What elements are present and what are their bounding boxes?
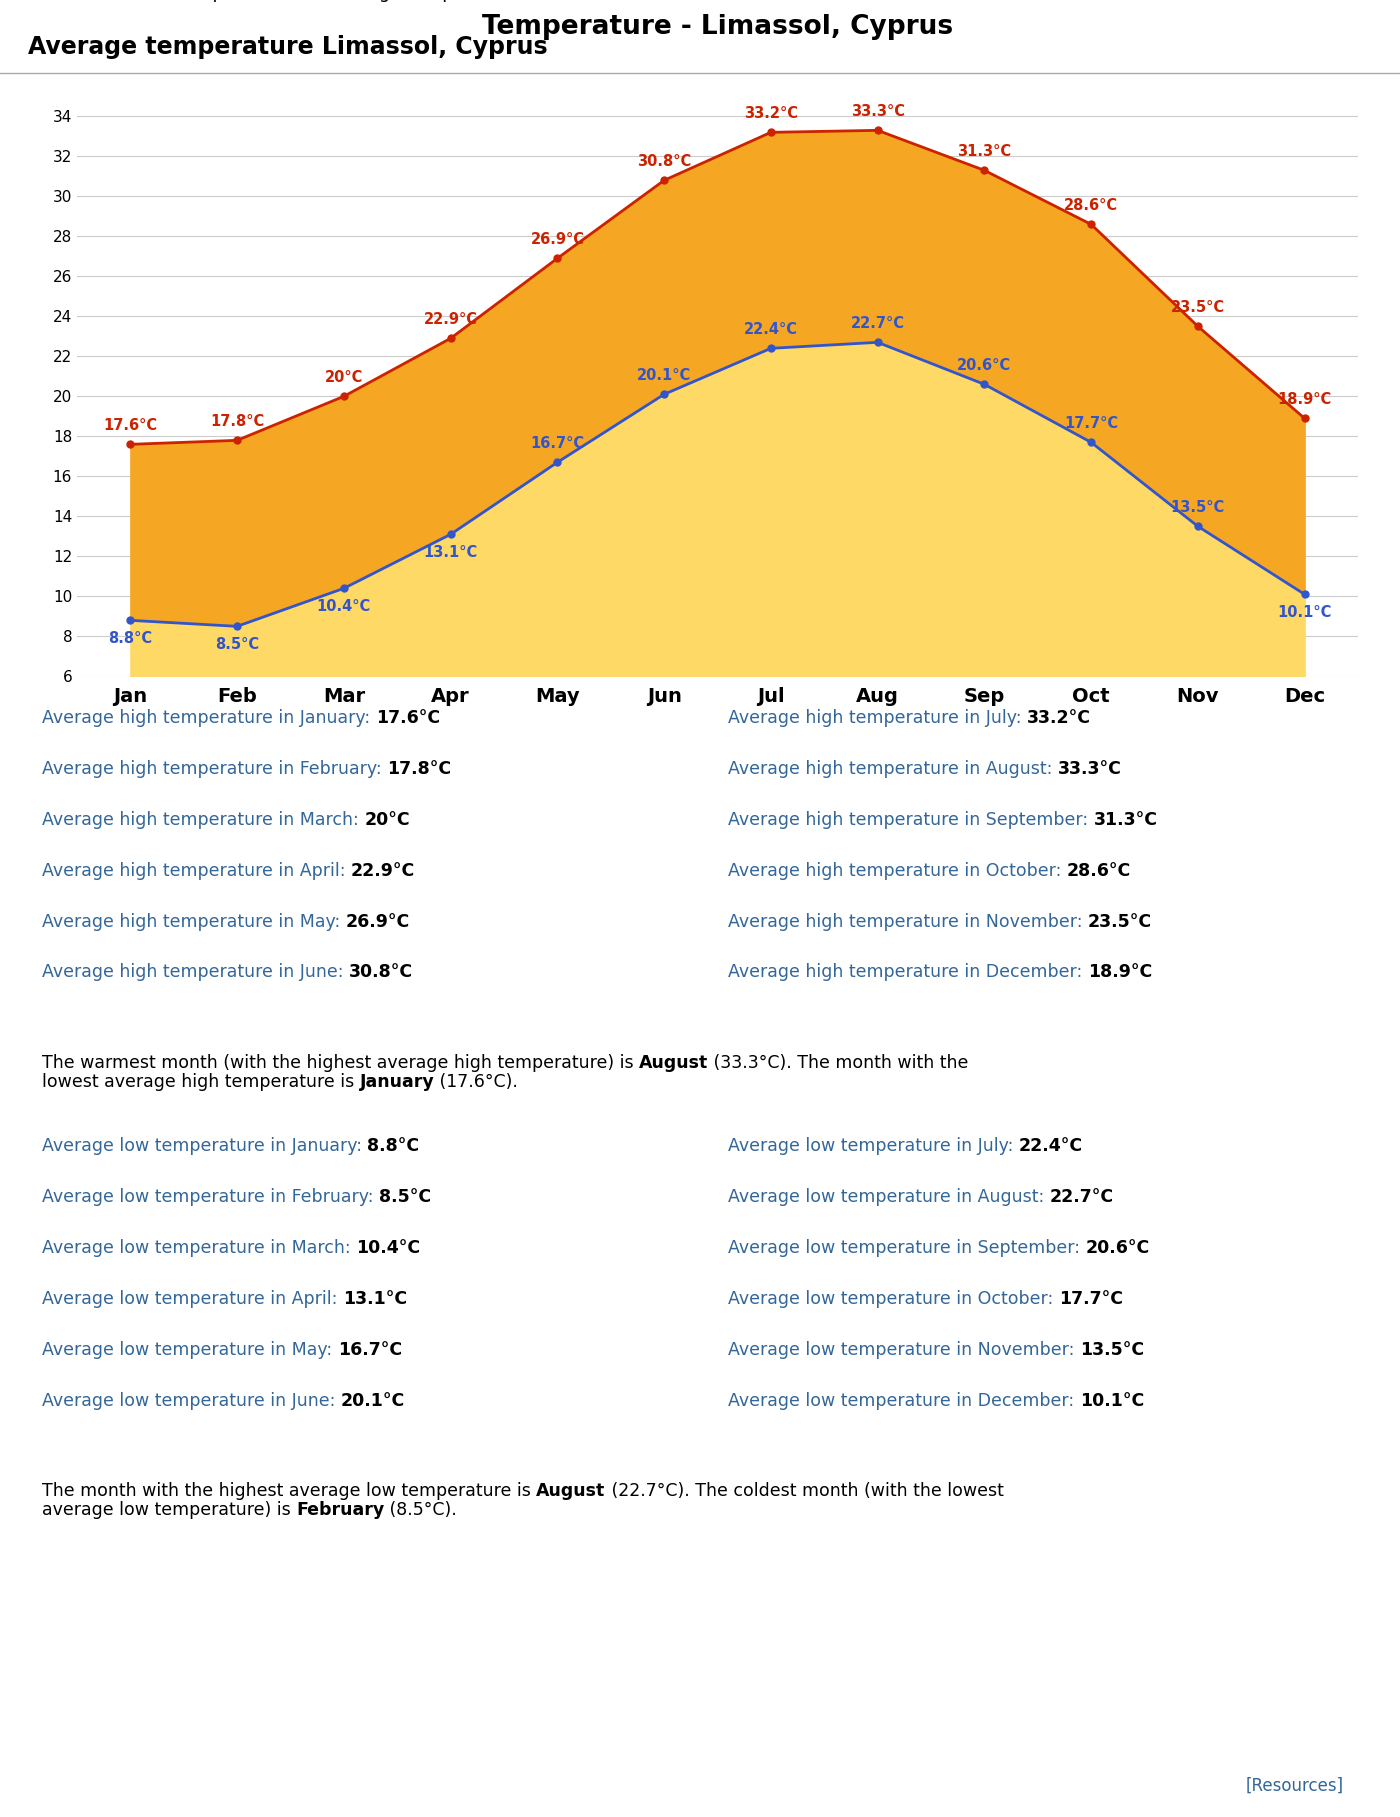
Text: 17.7°C: 17.7°C (1064, 416, 1119, 431)
Text: 33.3°C: 33.3°C (1058, 760, 1121, 778)
Text: 16.7°C: 16.7°C (337, 1341, 402, 1359)
Text: (33.3°C). The month with the: (33.3°C). The month with the (708, 1054, 969, 1072)
Text: 10.1°C: 10.1°C (1277, 605, 1331, 620)
Text: Average high temperature in April:: Average high temperature in April: (42, 861, 351, 879)
Text: 28.6°C: 28.6°C (1067, 861, 1131, 879)
Text: Average low temperature in November:: Average low temperature in November: (728, 1341, 1079, 1359)
Text: Average high temperature in February:: Average high temperature in February: (42, 760, 388, 778)
Text: 26.9°C: 26.9°C (346, 912, 410, 930)
Text: Average low temperature in March:: Average low temperature in March: (42, 1239, 356, 1257)
Text: 22.9°C: 22.9°C (351, 861, 416, 879)
Legend: Low Temp. (°C), High Temp. (°C): Low Temp. (°C), High Temp. (°C) (73, 0, 505, 9)
Text: 20.1°C: 20.1°C (340, 1392, 405, 1410)
Text: (22.7°C). The coldest month (with the lowest: (22.7°C). The coldest month (with the lo… (606, 1483, 1004, 1501)
Text: Average temperature Limassol, Cyprus: Average temperature Limassol, Cyprus (28, 35, 547, 58)
Text: 20°C: 20°C (325, 371, 363, 385)
Text: 8.5°C: 8.5°C (379, 1188, 431, 1206)
Text: Average high temperature in May:: Average high temperature in May: (42, 912, 346, 930)
Text: 13.1°C: 13.1°C (343, 1290, 407, 1308)
Text: Average high temperature in March:: Average high temperature in March: (42, 810, 364, 829)
Text: Average high temperature in September:: Average high temperature in September: (728, 810, 1093, 829)
Text: January: January (360, 1074, 434, 1090)
Text: 10.4°C: 10.4°C (316, 600, 371, 614)
Text: 22.4°C: 22.4°C (743, 322, 798, 338)
Text: 17.8°C: 17.8°C (388, 760, 451, 778)
Text: 23.5°C: 23.5°C (1088, 912, 1152, 930)
Text: 22.4°C: 22.4°C (1019, 1137, 1084, 1156)
Text: 33.2°C: 33.2°C (1028, 709, 1091, 727)
Text: 31.3°C: 31.3°C (1093, 810, 1158, 829)
Text: (17.6°C).: (17.6°C). (434, 1074, 518, 1090)
Text: 20.6°C: 20.6°C (958, 358, 1011, 372)
Text: 26.9°C: 26.9°C (531, 233, 584, 247)
Text: Average low temperature in September:: Average low temperature in September: (728, 1239, 1085, 1257)
Text: Average high temperature in June:: Average high temperature in June: (42, 963, 349, 981)
Text: Average high temperature in August:: Average high temperature in August: (728, 760, 1058, 778)
Text: The warmest month (with the highest average high temperature) is: The warmest month (with the highest aver… (42, 1054, 640, 1072)
Text: 17.7°C: 17.7°C (1058, 1290, 1123, 1308)
Text: Average low temperature in April:: Average low temperature in April: (42, 1290, 343, 1308)
Text: August: August (536, 1483, 606, 1501)
Text: 13.5°C: 13.5°C (1170, 500, 1225, 516)
Text: Average low temperature in August:: Average low temperature in August: (728, 1188, 1050, 1206)
Text: Average low temperature in July:: Average low temperature in July: (728, 1137, 1019, 1156)
Text: 10.4°C: 10.4°C (356, 1239, 420, 1257)
Text: 8.8°C: 8.8°C (108, 630, 153, 647)
Text: 20°C: 20°C (364, 810, 410, 829)
Text: 22.7°C: 22.7°C (851, 316, 904, 331)
Text: 18.9°C: 18.9°C (1277, 392, 1331, 407)
Text: Average low temperature in February:: Average low temperature in February: (42, 1188, 379, 1206)
Text: 16.7°C: 16.7°C (531, 436, 584, 451)
Text: Average low temperature in May:: Average low temperature in May: (42, 1341, 337, 1359)
Text: Average low temperature in January:: Average low temperature in January: (42, 1137, 367, 1156)
Text: 8.8°C: 8.8°C (367, 1137, 420, 1156)
Text: lowest average high temperature is: lowest average high temperature is (42, 1074, 360, 1090)
Text: 17.6°C: 17.6°C (375, 709, 440, 727)
Text: Average high temperature in January:: Average high temperature in January: (42, 709, 375, 727)
Text: 20.1°C: 20.1°C (637, 369, 692, 383)
Text: 31.3°C: 31.3°C (958, 144, 1011, 160)
Text: Average low temperature in June:: Average low temperature in June: (42, 1392, 340, 1410)
Text: 10.1°C: 10.1°C (1079, 1392, 1144, 1410)
Text: Average low temperature in October:: Average low temperature in October: (728, 1290, 1058, 1308)
Text: August: August (640, 1054, 708, 1072)
Text: Average high temperature in December:: Average high temperature in December: (728, 963, 1088, 981)
Text: Average high temperature in November:: Average high temperature in November: (728, 912, 1088, 930)
Text: [Resources]: [Resources] (1246, 1777, 1344, 1795)
Text: average low temperature) is: average low temperature) is (42, 1501, 297, 1519)
Text: Average high temperature in October:: Average high temperature in October: (728, 861, 1067, 879)
Text: Average high temperature in July:: Average high temperature in July: (728, 709, 1028, 727)
Text: 22.7°C: 22.7°C (1050, 1188, 1114, 1206)
Text: 33.2°C: 33.2°C (743, 107, 798, 122)
Text: 28.6°C: 28.6°C (1064, 198, 1119, 213)
Text: 20.6°C: 20.6°C (1085, 1239, 1149, 1257)
Text: 17.8°C: 17.8°C (210, 414, 265, 429)
Text: 22.9°C: 22.9°C (424, 313, 477, 327)
Text: The month with the highest average low temperature is: The month with the highest average low t… (42, 1483, 536, 1501)
Text: 33.3°C: 33.3°C (851, 104, 904, 120)
Text: 30.8°C: 30.8°C (637, 154, 692, 169)
Text: 8.5°C: 8.5°C (216, 638, 259, 652)
Text: 18.9°C: 18.9°C (1088, 963, 1152, 981)
Text: Average low temperature in December:: Average low temperature in December: (728, 1392, 1079, 1410)
Text: 30.8°C: 30.8°C (349, 963, 413, 981)
Text: 17.6°C: 17.6°C (104, 418, 157, 432)
Title: Temperature - Limassol, Cyprus: Temperature - Limassol, Cyprus (482, 15, 953, 40)
Text: February: February (297, 1501, 385, 1519)
Text: 13.5°C: 13.5°C (1079, 1341, 1144, 1359)
Text: 13.1°C: 13.1°C (423, 545, 477, 560)
Text: 23.5°C: 23.5°C (1170, 300, 1225, 316)
Text: (8.5°C).: (8.5°C). (385, 1501, 458, 1519)
